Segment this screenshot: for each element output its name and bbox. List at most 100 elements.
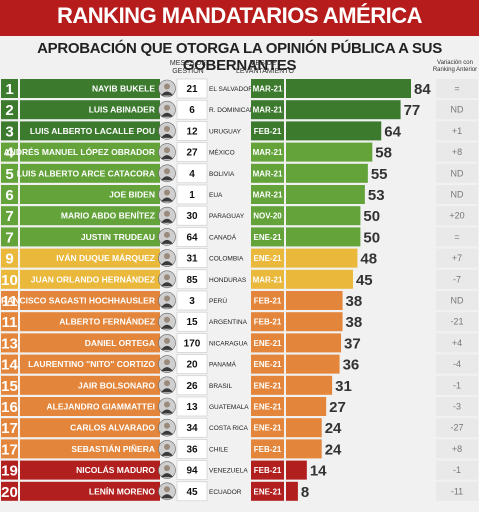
rank-number: 14 bbox=[1, 357, 18, 374]
months-value: 13 bbox=[186, 402, 198, 413]
approval-value: 53 bbox=[368, 187, 385, 204]
variation-box bbox=[436, 418, 478, 438]
months-value: 1 bbox=[189, 190, 195, 201]
rank-box bbox=[1, 206, 18, 226]
photo-shoulders-icon bbox=[161, 91, 173, 96]
approval-value: 24 bbox=[325, 420, 342, 437]
variation-value: = bbox=[454, 84, 459, 94]
variation-box bbox=[436, 163, 478, 183]
approval-value: 36 bbox=[343, 357, 360, 374]
approval-value: 58 bbox=[375, 145, 392, 162]
rank-number: 2 bbox=[5, 102, 13, 119]
leader-name: CARLOS ALVARADO bbox=[70, 423, 155, 433]
country-label: COSTA RICA bbox=[209, 425, 249, 432]
photo-head-icon bbox=[164, 486, 170, 493]
months-value: 20 bbox=[186, 360, 198, 371]
rank-number: 1 bbox=[5, 81, 13, 98]
rank-box bbox=[1, 121, 18, 141]
months-box bbox=[176, 205, 208, 226]
survey-date: FEB-21 bbox=[254, 466, 282, 475]
variation-box bbox=[436, 142, 478, 162]
date-box bbox=[251, 227, 284, 247]
country-label: NICARAGUA bbox=[209, 340, 248, 347]
months-value: 170 bbox=[184, 338, 201, 349]
survey-date: ENE-21 bbox=[253, 233, 282, 242]
photo-head-icon bbox=[164, 422, 170, 429]
column-header-levantamiento: MES DE LEVANTAMIENTO bbox=[236, 60, 294, 75]
months-box bbox=[176, 354, 208, 374]
months-value: 34 bbox=[186, 423, 198, 434]
chart-title: RANKING MANDATARIOS AMÉRICA bbox=[57, 3, 422, 28]
approval-bar bbox=[286, 248, 358, 268]
survey-date: FEB-21 bbox=[254, 297, 282, 306]
approval-value: 38 bbox=[346, 314, 363, 331]
months-value: 27 bbox=[186, 148, 198, 159]
variation-value: -21 bbox=[450, 317, 463, 327]
months-value: 36 bbox=[186, 444, 198, 455]
months-box bbox=[176, 78, 208, 99]
months-box bbox=[176, 290, 208, 311]
approval-value: 27 bbox=[329, 399, 346, 416]
name-bar bbox=[20, 481, 160, 501]
column-header-gestion: MESES DE GESTIÓN bbox=[169, 60, 207, 75]
country-label: R. DOMINICANA bbox=[209, 107, 260, 114]
leader-name: JUSTIN TRUDEAU bbox=[81, 232, 155, 242]
leader-name: LENÍN MORENO bbox=[89, 486, 156, 496]
date-box bbox=[251, 375, 284, 395]
survey-date: ENE-21 bbox=[253, 254, 282, 263]
approval-bar bbox=[286, 291, 343, 310]
rank-number: 7 bbox=[5, 208, 13, 225]
rank-number: 19 bbox=[1, 463, 18, 480]
name-bar bbox=[20, 418, 160, 438]
name-bar bbox=[20, 312, 160, 332]
rank-box bbox=[1, 185, 18, 204]
photo-shoulders-icon bbox=[161, 112, 173, 117]
months-box bbox=[176, 417, 208, 438]
photo-head-icon bbox=[164, 337, 170, 344]
variation-box bbox=[436, 439, 478, 459]
country-label: PERÚ bbox=[209, 296, 227, 305]
survey-date: MAR-21 bbox=[253, 106, 283, 115]
date-box bbox=[251, 142, 284, 162]
months-box bbox=[176, 184, 208, 205]
months-value: 31 bbox=[186, 254, 198, 265]
variation-box bbox=[436, 269, 478, 289]
chart-subtitle: APROBACIÓN QUE OTORGA LA OPINIÓN PÚBLICA… bbox=[37, 40, 442, 74]
country-label: CANADÁ bbox=[209, 232, 237, 241]
approval-bar bbox=[286, 227, 361, 247]
survey-date: FEB-21 bbox=[254, 127, 282, 136]
name-bar bbox=[20, 142, 160, 162]
photo-shoulders-icon bbox=[161, 303, 173, 308]
name-bar bbox=[20, 460, 160, 480]
country-label: VENEZUELA bbox=[209, 468, 248, 475]
leader-name: LAURENTINO "NITO" CORTIZO bbox=[28, 359, 155, 369]
photo-head-icon bbox=[164, 147, 170, 154]
months-value: 6 bbox=[189, 105, 195, 116]
date-box bbox=[251, 312, 284, 332]
approval-bar bbox=[286, 100, 401, 120]
photo-shoulders-icon bbox=[161, 261, 173, 266]
survey-date: NOV-20 bbox=[253, 212, 282, 221]
photo-shoulders-icon bbox=[161, 218, 173, 223]
leader-name: NICOLÁS MADURO bbox=[76, 465, 155, 475]
rank-number: 9 bbox=[5, 251, 13, 268]
country-label: EL SALVADOR bbox=[209, 86, 253, 93]
rank-box bbox=[1, 269, 18, 289]
leader-name: JOE BIDEN bbox=[109, 190, 155, 200]
rank-box bbox=[1, 397, 18, 416]
variation-value: +8 bbox=[452, 147, 462, 157]
photo-head-icon bbox=[164, 83, 170, 90]
photo-shoulders-icon bbox=[161, 494, 173, 499]
months-value: 21 bbox=[186, 84, 198, 95]
rank-box bbox=[1, 227, 18, 247]
date-box bbox=[251, 185, 284, 204]
approval-value: 24 bbox=[325, 441, 342, 458]
leader-name: FRANCISCO SAGASTI HOCHHAUSLER bbox=[0, 296, 155, 306]
photo-shoulders-icon bbox=[161, 388, 173, 393]
country-label: BOLIVIA bbox=[209, 171, 235, 178]
name-bar bbox=[20, 248, 160, 268]
date-box bbox=[251, 269, 284, 289]
photo-shoulders-icon bbox=[161, 430, 173, 435]
months-box bbox=[176, 121, 208, 141]
survey-date: FEB-21 bbox=[254, 445, 282, 454]
